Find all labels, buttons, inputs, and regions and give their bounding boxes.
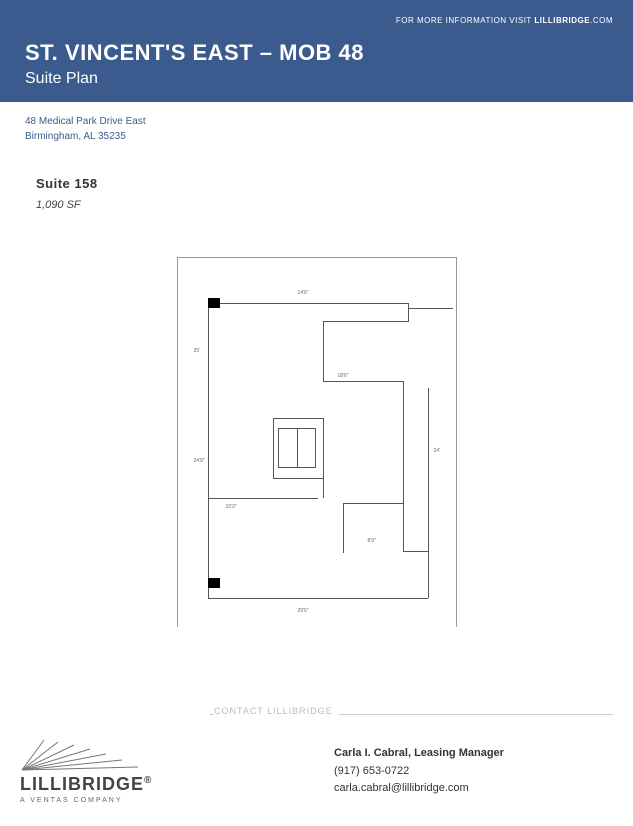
topbar: FOR MORE INFORMATION VISIT LILLIBRIDGE.C… <box>0 0 633 34</box>
logo-subtext: A VENTAS COMPANY <box>20 797 152 804</box>
dim-label: 24'9" <box>194 458 205 464</box>
footer-divider-label: CONTACT LILLIBRIDGE <box>214 706 339 716</box>
dim-label: 8'9" <box>368 538 376 544</box>
address-line2: Birmingham, AL 35235 <box>25 129 608 144</box>
lillibridge-logo-icon <box>20 738 150 772</box>
contact-email: carla.cabral@lillibridge.com <box>334 780 504 798</box>
topbar-bold: LILLIBRIDGE <box>534 16 590 25</box>
dim-label: 18'6" <box>338 373 349 379</box>
contact-block: Carla I. Cabral, Leasing Manager (917) 6… <box>334 745 504 798</box>
dim-label: 14'6" <box>298 290 309 296</box>
address-block: 48 Medical Park Drive East Birmingham, A… <box>0 102 633 156</box>
topbar-text: FOR MORE INFORMATION VISIT LILLIBRIDGE.C… <box>396 16 613 25</box>
logo-word: LILLIBRIDGE <box>20 774 144 794</box>
page-title: ST. VINCENT'S EAST – MOB 48 <box>25 40 608 66</box>
dim-label: 15'3" <box>226 504 237 510</box>
logo-block: LILLIBRIDGE® A VENTAS COMPANY <box>20 738 152 804</box>
suite-sf: 1,090 SF <box>36 199 615 211</box>
contact-name: Carla I. Cabral, Leasing Manager <box>334 745 504 763</box>
dim-label: 29'6" <box>298 608 309 614</box>
floorplan-diagram: 14'6" 25' 18'6" 24' 15'3" 24'9" 29'6" 8'… <box>177 257 457 627</box>
page-subtitle: Suite Plan <box>25 70 608 88</box>
address-line1: 48 Medical Park Drive East <box>25 114 608 129</box>
suite-title: Suite 158 <box>36 176 615 191</box>
floorplan-container: 14'6" 25' 18'6" 24' 15'3" 24'9" 29'6" 8'… <box>0 257 633 627</box>
contact-phone: (917) 653-0722 <box>334 763 504 781</box>
dim-label: 24' <box>434 448 441 454</box>
topbar-prefix: FOR MORE INFORMATION VISIT <box>396 16 535 25</box>
dim-label: 25' <box>194 348 201 354</box>
header: ST. VINCENT'S EAST – MOB 48 Suite Plan <box>0 34 633 102</box>
suite-block: Suite 158 1,090 SF <box>0 156 633 217</box>
logo-text: LILLIBRIDGE® <box>20 774 152 795</box>
footer: CONTACT LILLIBRIDGE LILLIBRIDGE® A VENTA… <box>0 696 633 826</box>
logo-reg: ® <box>144 775 152 786</box>
topbar-suffix: .COM <box>590 16 613 25</box>
